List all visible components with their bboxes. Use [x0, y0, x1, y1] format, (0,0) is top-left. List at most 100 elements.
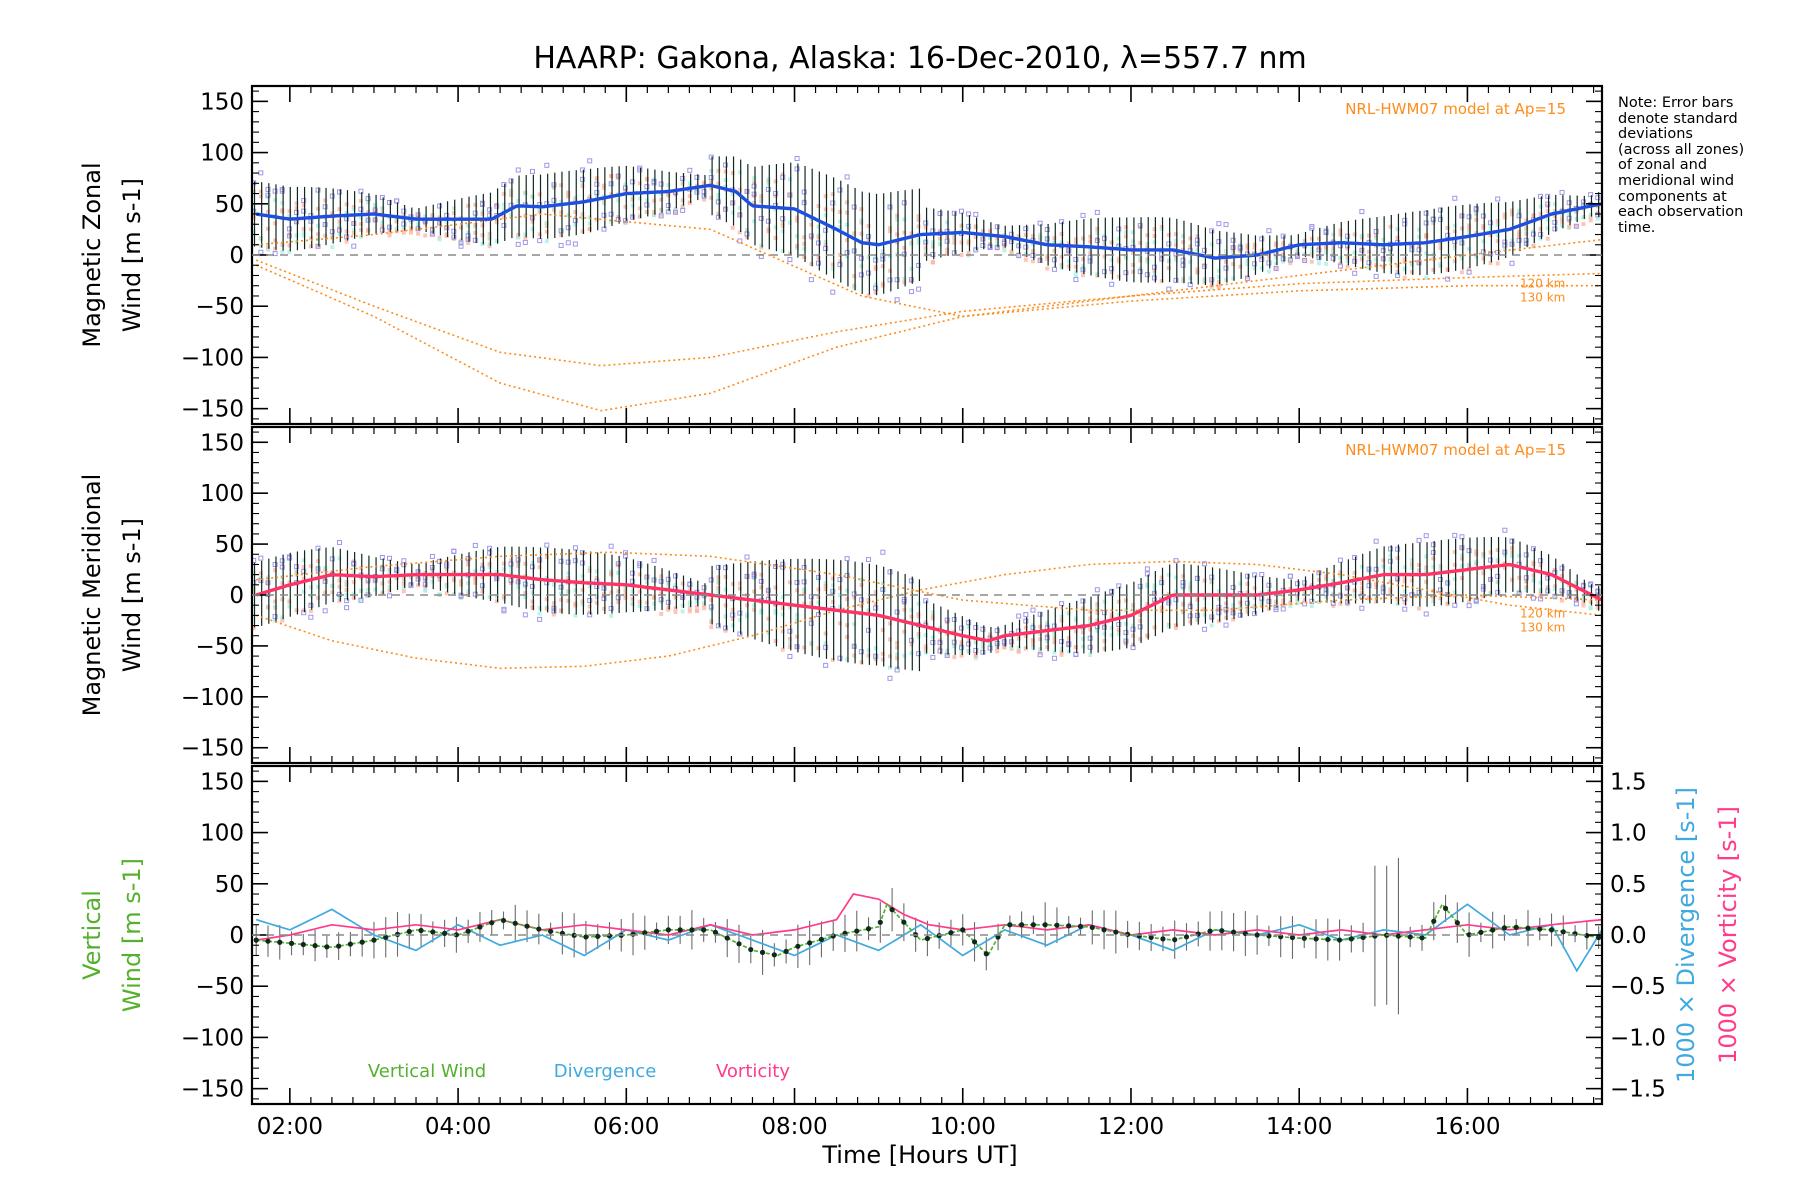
- zone-sample-point: [1452, 602, 1458, 608]
- zone-sample-point: [1331, 250, 1336, 255]
- zone-sample-point: [666, 581, 671, 586]
- zone-sample-point: [1345, 259, 1350, 264]
- zone-sample-point: [1224, 260, 1229, 265]
- zone-sample-point: [1438, 587, 1444, 593]
- zone-sample-point: [994, 224, 1000, 230]
- zone-sample-point: [1502, 239, 1508, 245]
- zone-sample-point: [759, 585, 764, 590]
- zone-sample-point: [723, 565, 729, 571]
- zone-sample-point: [1109, 614, 1114, 619]
- x-tick-label: 08:00: [761, 1114, 827, 1140]
- zone-sample-point: [837, 262, 843, 268]
- y-tick-label: 0: [229, 243, 244, 269]
- zone-sample-point: [615, 216, 621, 222]
- zone-sample-point: [973, 247, 979, 253]
- zone-sample-point: [1224, 594, 1229, 599]
- zone-sample-point: [1030, 625, 1036, 631]
- zone-sample-point: [623, 592, 628, 597]
- zone-sample-point: [823, 227, 829, 233]
- zone-sample-point: [1123, 234, 1128, 239]
- zone-sample-point: [1094, 238, 1100, 244]
- zone-sample-point: [602, 183, 607, 188]
- zone-sample-point: [1216, 619, 1221, 624]
- vertical-wind-point: [689, 927, 695, 933]
- note-line: each observation: [1618, 204, 1744, 221]
- zone-sample-point: [1116, 612, 1121, 617]
- zone-sample-point: [1081, 273, 1086, 278]
- zone-sample-point: [1488, 576, 1494, 582]
- zone-sample-point: [330, 211, 335, 216]
- zone-sample-point: [1166, 592, 1171, 597]
- zone-sample-point: [1374, 599, 1379, 604]
- zone-sample-point: [1274, 266, 1279, 271]
- zone-sample-point: [1481, 552, 1486, 557]
- zone-sample-point: [666, 208, 671, 213]
- zone-sample-point: [987, 243, 993, 249]
- zone-sample-point: [622, 553, 628, 559]
- zone-sample-point: [823, 581, 828, 586]
- zone-sample-point: [1073, 618, 1078, 623]
- zone-sample-point: [287, 599, 292, 604]
- zone-sample-point: [995, 642, 1000, 647]
- zone-sample-point: [737, 610, 743, 616]
- vertical-wind-point: [1230, 929, 1237, 935]
- zone-sample-point: [616, 214, 621, 219]
- zone-sample-point: [902, 230, 907, 235]
- zone-sample-point: [845, 200, 850, 205]
- zone-sample-point: [1445, 225, 1450, 230]
- zone-sample-point: [787, 193, 792, 198]
- zone-sample-point: [795, 215, 800, 220]
- zone-sample-point: [487, 594, 492, 599]
- zone-sample-point: [1295, 581, 1301, 587]
- zone-sample-point: [716, 193, 721, 198]
- zone-sample-point: [665, 599, 671, 605]
- zone-sample-point: [1109, 626, 1114, 631]
- zone-sample-point: [809, 600, 814, 605]
- zone-sample-point: [323, 198, 328, 203]
- zone-sample-point: [1088, 258, 1093, 263]
- zone-sample-point: [1095, 226, 1100, 231]
- zone-sample-point: [1145, 259, 1150, 264]
- zone-sample-point: [566, 576, 571, 581]
- zone-sample-point: [1144, 571, 1150, 577]
- zone-sample-point: [1138, 585, 1143, 590]
- zone-sample-point: [845, 634, 850, 639]
- zone-sample-point: [1252, 572, 1258, 578]
- vorticity-axis-label: 1000 × Vorticity [s-1]: [1714, 806, 1742, 1064]
- zone-sample-point: [694, 594, 700, 600]
- zone-sample-point: [358, 188, 364, 194]
- zone-sample-point: [544, 606, 549, 611]
- zone-sample-point: [1595, 588, 1601, 594]
- zone-sample-point: [301, 198, 307, 204]
- zone-sample-point: [973, 624, 979, 630]
- zone-sample-point: [1538, 226, 1543, 231]
- zone-sample-point: [358, 227, 363, 232]
- zone-sample-point: [795, 612, 800, 617]
- vertical-wind-point: [500, 917, 507, 924]
- zone-sample-point: [1216, 596, 1221, 601]
- zone-sample-point: [523, 590, 528, 595]
- zone-sample-point: [1302, 601, 1308, 607]
- zone-sample-point: [930, 616, 935, 621]
- zone-sample-point: [251, 591, 256, 596]
- zone-sample-point: [430, 227, 435, 232]
- zone-sample-point: [1502, 553, 1507, 558]
- zone-sample-point: [859, 603, 864, 608]
- zone-sample-point: [1574, 594, 1579, 599]
- zone-sample-point: [1280, 256, 1286, 262]
- zone-sample-point: [487, 244, 492, 249]
- zone-sample-point: [437, 203, 443, 209]
- zone-sample-point: [258, 189, 263, 194]
- zone-sample-point: [523, 191, 528, 196]
- zone-sample-point: [702, 600, 707, 605]
- zone-sample-point: [1402, 221, 1408, 227]
- zone-sample-point: [1367, 596, 1372, 601]
- zone-sample-point: [780, 224, 785, 229]
- zone-sample-point: [1209, 242, 1214, 247]
- zone-sample-point: [373, 587, 378, 592]
- vertical-wind-point: [1160, 936, 1166, 942]
- zone-sample-point: [623, 182, 628, 187]
- zone-sample-point: [1481, 252, 1486, 257]
- zone-sample-point: [830, 266, 835, 271]
- zone-sample-point: [1088, 247, 1093, 252]
